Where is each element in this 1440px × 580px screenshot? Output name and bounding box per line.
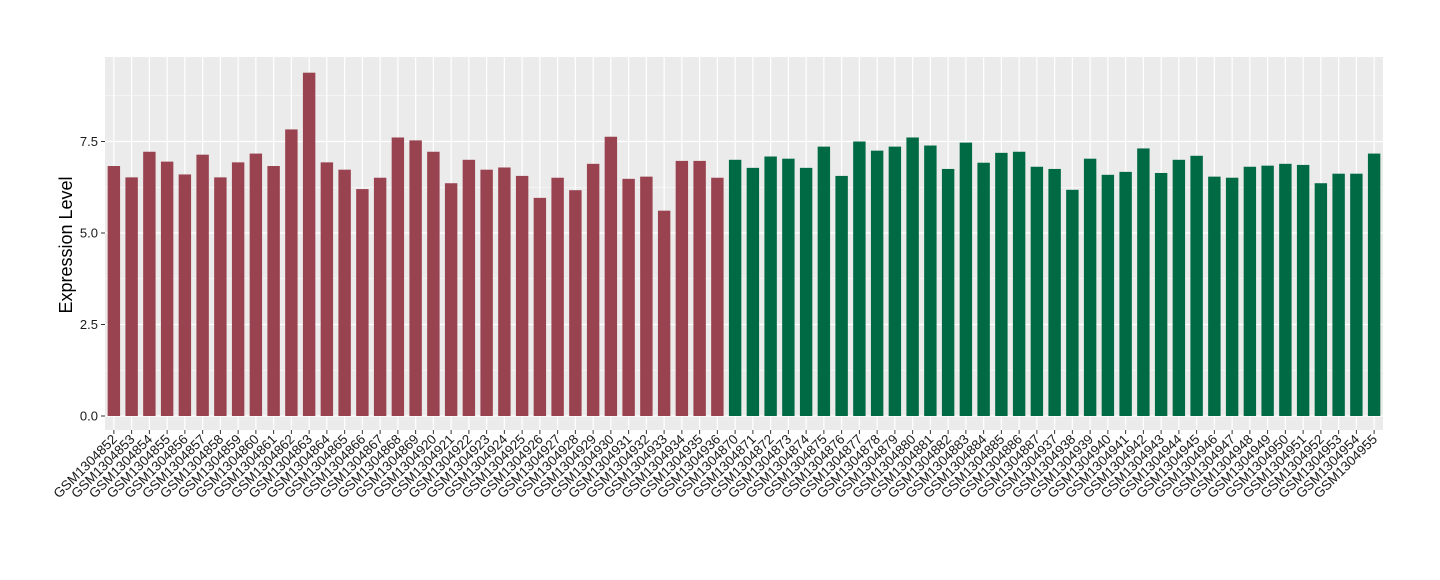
bar-GSM1304946 — [1208, 176, 1221, 416]
bar-GSM1304860 — [249, 153, 263, 416]
y-axis-title: Expression Level — [56, 176, 76, 313]
bar-GSM1304881 — [924, 145, 937, 416]
bar-GSM1304886 — [1012, 151, 1026, 417]
bar-GSM1304939 — [1083, 158, 1097, 416]
bar-GSM1304887 — [1030, 166, 1044, 416]
bar-GSM1304926 — [533, 197, 547, 416]
bar-GSM1304859 — [231, 162, 245, 416]
bar-GSM1304866 — [356, 189, 369, 416]
bar-GSM1304858 — [214, 177, 227, 416]
bar-GSM1304936 — [711, 177, 724, 416]
bar-GSM1304868 — [391, 137, 405, 416]
bar-GSM1304864 — [320, 162, 334, 416]
bar-GSM1304865 — [338, 169, 351, 416]
bar-GSM1304863 — [302, 72, 316, 416]
bar-GSM1304883 — [959, 142, 973, 416]
bar-GSM1304927 — [551, 177, 564, 416]
bar-GSM1304931 — [622, 178, 635, 416]
bar-GSM1304933 — [657, 210, 671, 416]
bar-GSM1304882 — [941, 168, 955, 416]
bar-GSM1304855 — [160, 161, 174, 416]
bar-GSM1304942 — [1137, 148, 1150, 417]
bar-GSM1304932 — [640, 176, 653, 416]
bar-GSM1304885 — [995, 152, 1008, 416]
bar-GSM1304924 — [498, 167, 511, 416]
bar-GSM1304944 — [1172, 159, 1186, 417]
bar-GSM1304953 — [1332, 173, 1345, 416]
bar-GSM1304873 — [782, 158, 795, 416]
bars — [107, 72, 1381, 417]
bar-GSM1304929 — [586, 163, 600, 416]
bar-GSM1304880 — [906, 137, 919, 416]
y-tick-label: 0.0 — [80, 409, 98, 424]
bar-GSM1304856 — [178, 174, 192, 416]
bar-GSM1304938 — [1066, 189, 1079, 416]
bar-GSM1304871 — [746, 167, 760, 416]
bar-GSM1304874 — [799, 167, 813, 416]
bar-GSM1304922 — [462, 159, 476, 417]
bar-GSM1304951 — [1296, 164, 1310, 416]
bar-GSM1304947 — [1225, 177, 1239, 416]
bar-GSM1304857 — [196, 154, 209, 416]
bar-GSM1304875 — [817, 146, 831, 416]
y-tick-label: 2.5 — [80, 317, 98, 332]
bar-GSM1304948 — [1243, 166, 1257, 416]
bar-GSM1304945 — [1190, 155, 1203, 417]
bar-GSM1304869 — [409, 140, 422, 417]
bar-GSM1304955 — [1367, 153, 1381, 416]
bar-GSM1304853 — [125, 177, 138, 416]
bar-GSM1304870 — [728, 159, 742, 417]
bar-GSM1304879 — [888, 146, 902, 416]
bar-GSM1304861 — [267, 166, 280, 416]
bar-GSM1304928 — [569, 190, 582, 416]
bar-GSM1304937 — [1048, 168, 1061, 416]
bar-GSM1304862 — [285, 129, 298, 416]
bar-GSM1304884 — [977, 162, 990, 416]
bar-GSM1304923 — [480, 169, 493, 416]
bar-GSM1304872 — [764, 156, 777, 417]
bar-GSM1304952 — [1314, 183, 1328, 416]
bar-GSM1304878 — [870, 150, 884, 416]
bar-GSM1304852 — [107, 166, 121, 416]
bar-GSM1304934 — [675, 160, 689, 416]
bar-GSM1304877 — [853, 141, 866, 416]
x-axis: GSM1304852GSM1304853GSM1304854GSM1304855… — [50, 430, 1380, 501]
plot-panel — [105, 57, 1383, 430]
bar-GSM1304935 — [693, 160, 706, 416]
bar-GSM1304867 — [373, 177, 387, 416]
bar-GSM1304925 — [515, 175, 529, 416]
bar-GSM1304920 — [427, 151, 440, 417]
bar-GSM1304949 — [1261, 165, 1274, 416]
bar-GSM1304854 — [143, 151, 156, 417]
y-tick-label: 5.0 — [80, 226, 98, 241]
bar-GSM1304954 — [1350, 173, 1363, 416]
bar-GSM1304930 — [604, 136, 618, 416]
y-tick-label: 7.5 — [80, 134, 98, 149]
bar-GSM1304950 — [1279, 163, 1292, 416]
bar-GSM1304921 — [444, 183, 458, 416]
y-axis: 0.0 2.5 5.0 7.5 — [80, 134, 105, 424]
bar-GSM1304876 — [835, 175, 848, 416]
bar-GSM1304943 — [1154, 172, 1168, 416]
bar-GSM1304940 — [1101, 174, 1115, 416]
bar-GSM1304941 — [1119, 171, 1132, 416]
